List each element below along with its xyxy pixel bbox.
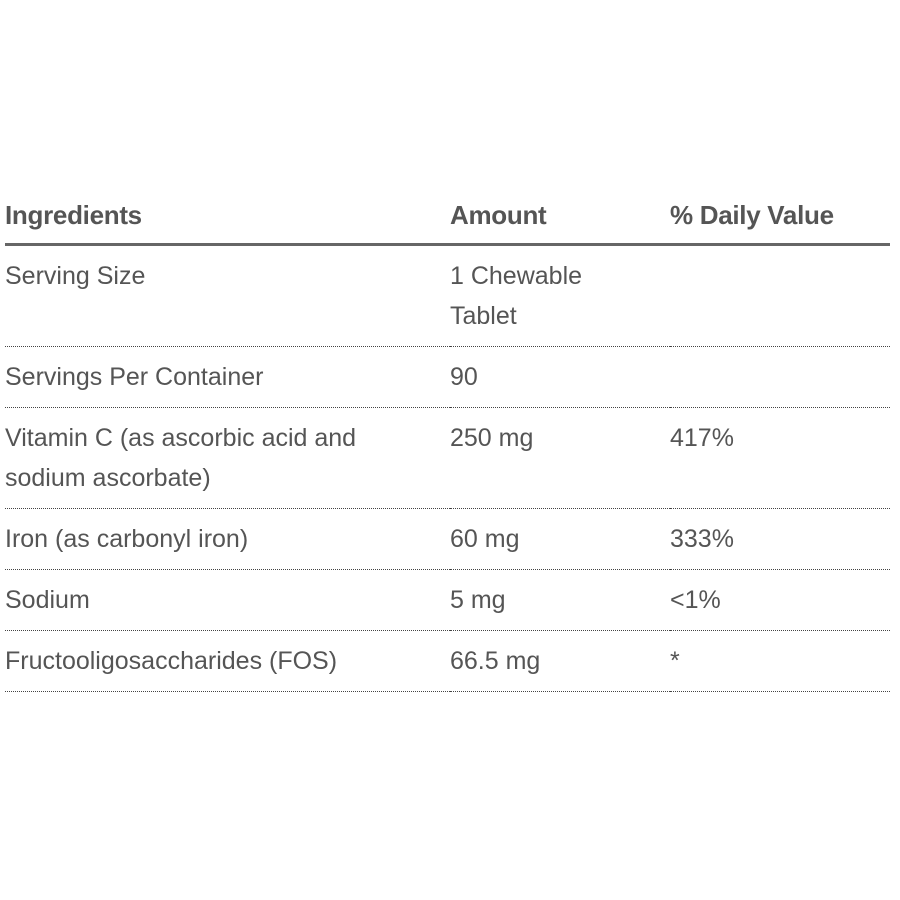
header-amount: Amount [450, 190, 670, 246]
table-body: Serving Size 1 Chewable Tablet Servings … [5, 244, 890, 692]
supplement-facts-table-wrapper: Ingredients Amount % Daily Value Serving… [5, 190, 890, 692]
ingredient-cell: Sodium [5, 569, 450, 631]
daily-value-cell [670, 346, 890, 408]
table-row: Iron (as carbonyl iron) 60 mg 333% [5, 508, 890, 570]
table-row: Servings Per Container 90 [5, 346, 890, 408]
amount-cell: 250 mg [450, 407, 670, 509]
table-row: Sodium 5 mg <1% [5, 569, 890, 631]
ingredient-cell: Servings Per Container [5, 346, 450, 408]
header-daily-value: % Daily Value [670, 190, 890, 246]
table-row: Serving Size 1 Chewable Tablet [5, 244, 890, 347]
amount-cell: 66.5 mg [450, 630, 670, 692]
table-row: Fructooligosaccharides (FOS) 66.5 mg * [5, 630, 890, 692]
daily-value-cell: * [670, 630, 890, 692]
ingredient-cell: Fructooligosaccharides (FOS) [5, 630, 450, 692]
amount-cell: 60 mg [450, 508, 670, 570]
amount-cell: 5 mg [450, 569, 670, 631]
daily-value-cell: <1% [670, 569, 890, 631]
daily-value-cell: 417% [670, 407, 890, 509]
amount-cell: 1 Chewable Tablet [450, 244, 670, 347]
ingredient-cell: Vitamin C (as ascorbic acid and sodium a… [5, 407, 450, 509]
header-ingredients: Ingredients [5, 190, 450, 246]
daily-value-cell: 333% [670, 508, 890, 570]
daily-value-cell [670, 244, 890, 347]
header-row: Ingredients Amount % Daily Value [5, 190, 890, 246]
table-row: Vitamin C (as ascorbic acid and sodium a… [5, 407, 890, 509]
ingredient-cell: Serving Size [5, 244, 450, 347]
ingredient-cell: Iron (as carbonyl iron) [5, 508, 450, 570]
supplement-facts-table: Ingredients Amount % Daily Value Serving… [5, 190, 890, 692]
table-header: Ingredients Amount % Daily Value [5, 190, 890, 246]
amount-cell: 90 [450, 346, 670, 408]
